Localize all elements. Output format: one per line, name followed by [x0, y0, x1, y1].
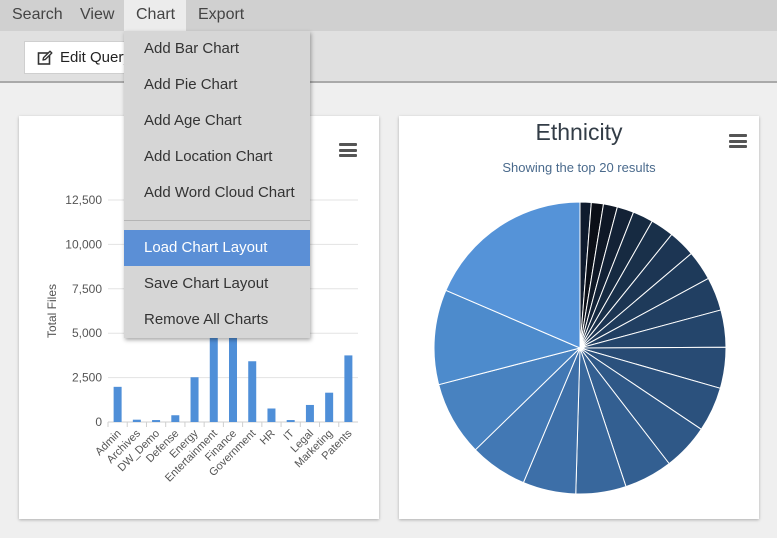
edit-icon: [37, 50, 53, 65]
pie-chart-card: Ethnicity Showing the top 20 results: [399, 116, 759, 519]
menu-item-remove-all-charts[interactable]: Remove All Charts: [144, 311, 269, 328]
menu-item-add-pie-chart[interactable]: Add Pie Chart: [144, 76, 238, 93]
y-tick-label: 7,500: [72, 282, 102, 296]
x-tick-label: HR: [258, 428, 278, 448]
chart-title: Ethnicity: [535, 119, 623, 145]
edit-query-label: Edit Query: [60, 49, 131, 66]
chart-subtitle: Showing the top 20 results: [502, 160, 656, 175]
menu-item-add-location-chart[interactable]: Add Location Chart: [144, 148, 273, 165]
pie-slice[interactable]: [445, 201, 581, 349]
y-tick-label: 12,500: [65, 193, 102, 207]
bar[interactable]: [325, 392, 334, 422]
bar[interactable]: [229, 331, 237, 422]
bar[interactable]: [248, 361, 257, 422]
bar[interactable]: [305, 404, 314, 422]
bar[interactable]: [190, 377, 199, 422]
toolbar: Edit Query: [0, 31, 777, 83]
y-tick-label: 0: [95, 415, 102, 429]
menu-item-load-chart-layout[interactable]: Load Chart Layout: [124, 230, 310, 266]
menu-item-add-age-chart[interactable]: Add Age Chart: [144, 112, 242, 129]
menu-item-add-bar-chart[interactable]: Add Bar Chart: [144, 40, 240, 57]
bar[interactable]: [132, 419, 141, 422]
bar[interactable]: [344, 355, 353, 422]
menu-export[interactable]: Export: [198, 6, 245, 23]
menu-chart[interactable]: Chart: [124, 0, 186, 31]
y-tick-label: 10,000: [65, 237, 102, 251]
pie-slice[interactable]: [433, 289, 582, 386]
menu-item-save-chart-layout[interactable]: Save Chart Layout: [144, 275, 269, 292]
hamburger-menu-icon[interactable]: [339, 143, 357, 157]
menu-item-add-word-cloud-chart[interactable]: Add Word Cloud Chart: [144, 184, 295, 201]
menu-search[interactable]: Search: [12, 6, 63, 23]
menu-separator: [124, 220, 310, 221]
bar[interactable]: [286, 420, 295, 422]
bar[interactable]: [267, 408, 276, 422]
bar[interactable]: [209, 329, 218, 422]
bar[interactable]: [152, 420, 161, 422]
menu-view[interactable]: View: [80, 6, 115, 23]
menubar: Search View Chart Export: [0, 0, 777, 31]
y-axis-label: Total Files: [45, 284, 59, 338]
y-tick-label: 2,500: [72, 371, 102, 385]
pie-chart: [433, 201, 727, 495]
chart-dropdown-menu: Add Bar Chart Add Pie Chart Add Age Char…: [124, 31, 310, 338]
bar[interactable]: [171, 415, 180, 422]
bar[interactable]: [113, 386, 122, 422]
hamburger-menu-icon[interactable]: [729, 134, 747, 148]
y-tick-label: 5,000: [72, 326, 102, 340]
